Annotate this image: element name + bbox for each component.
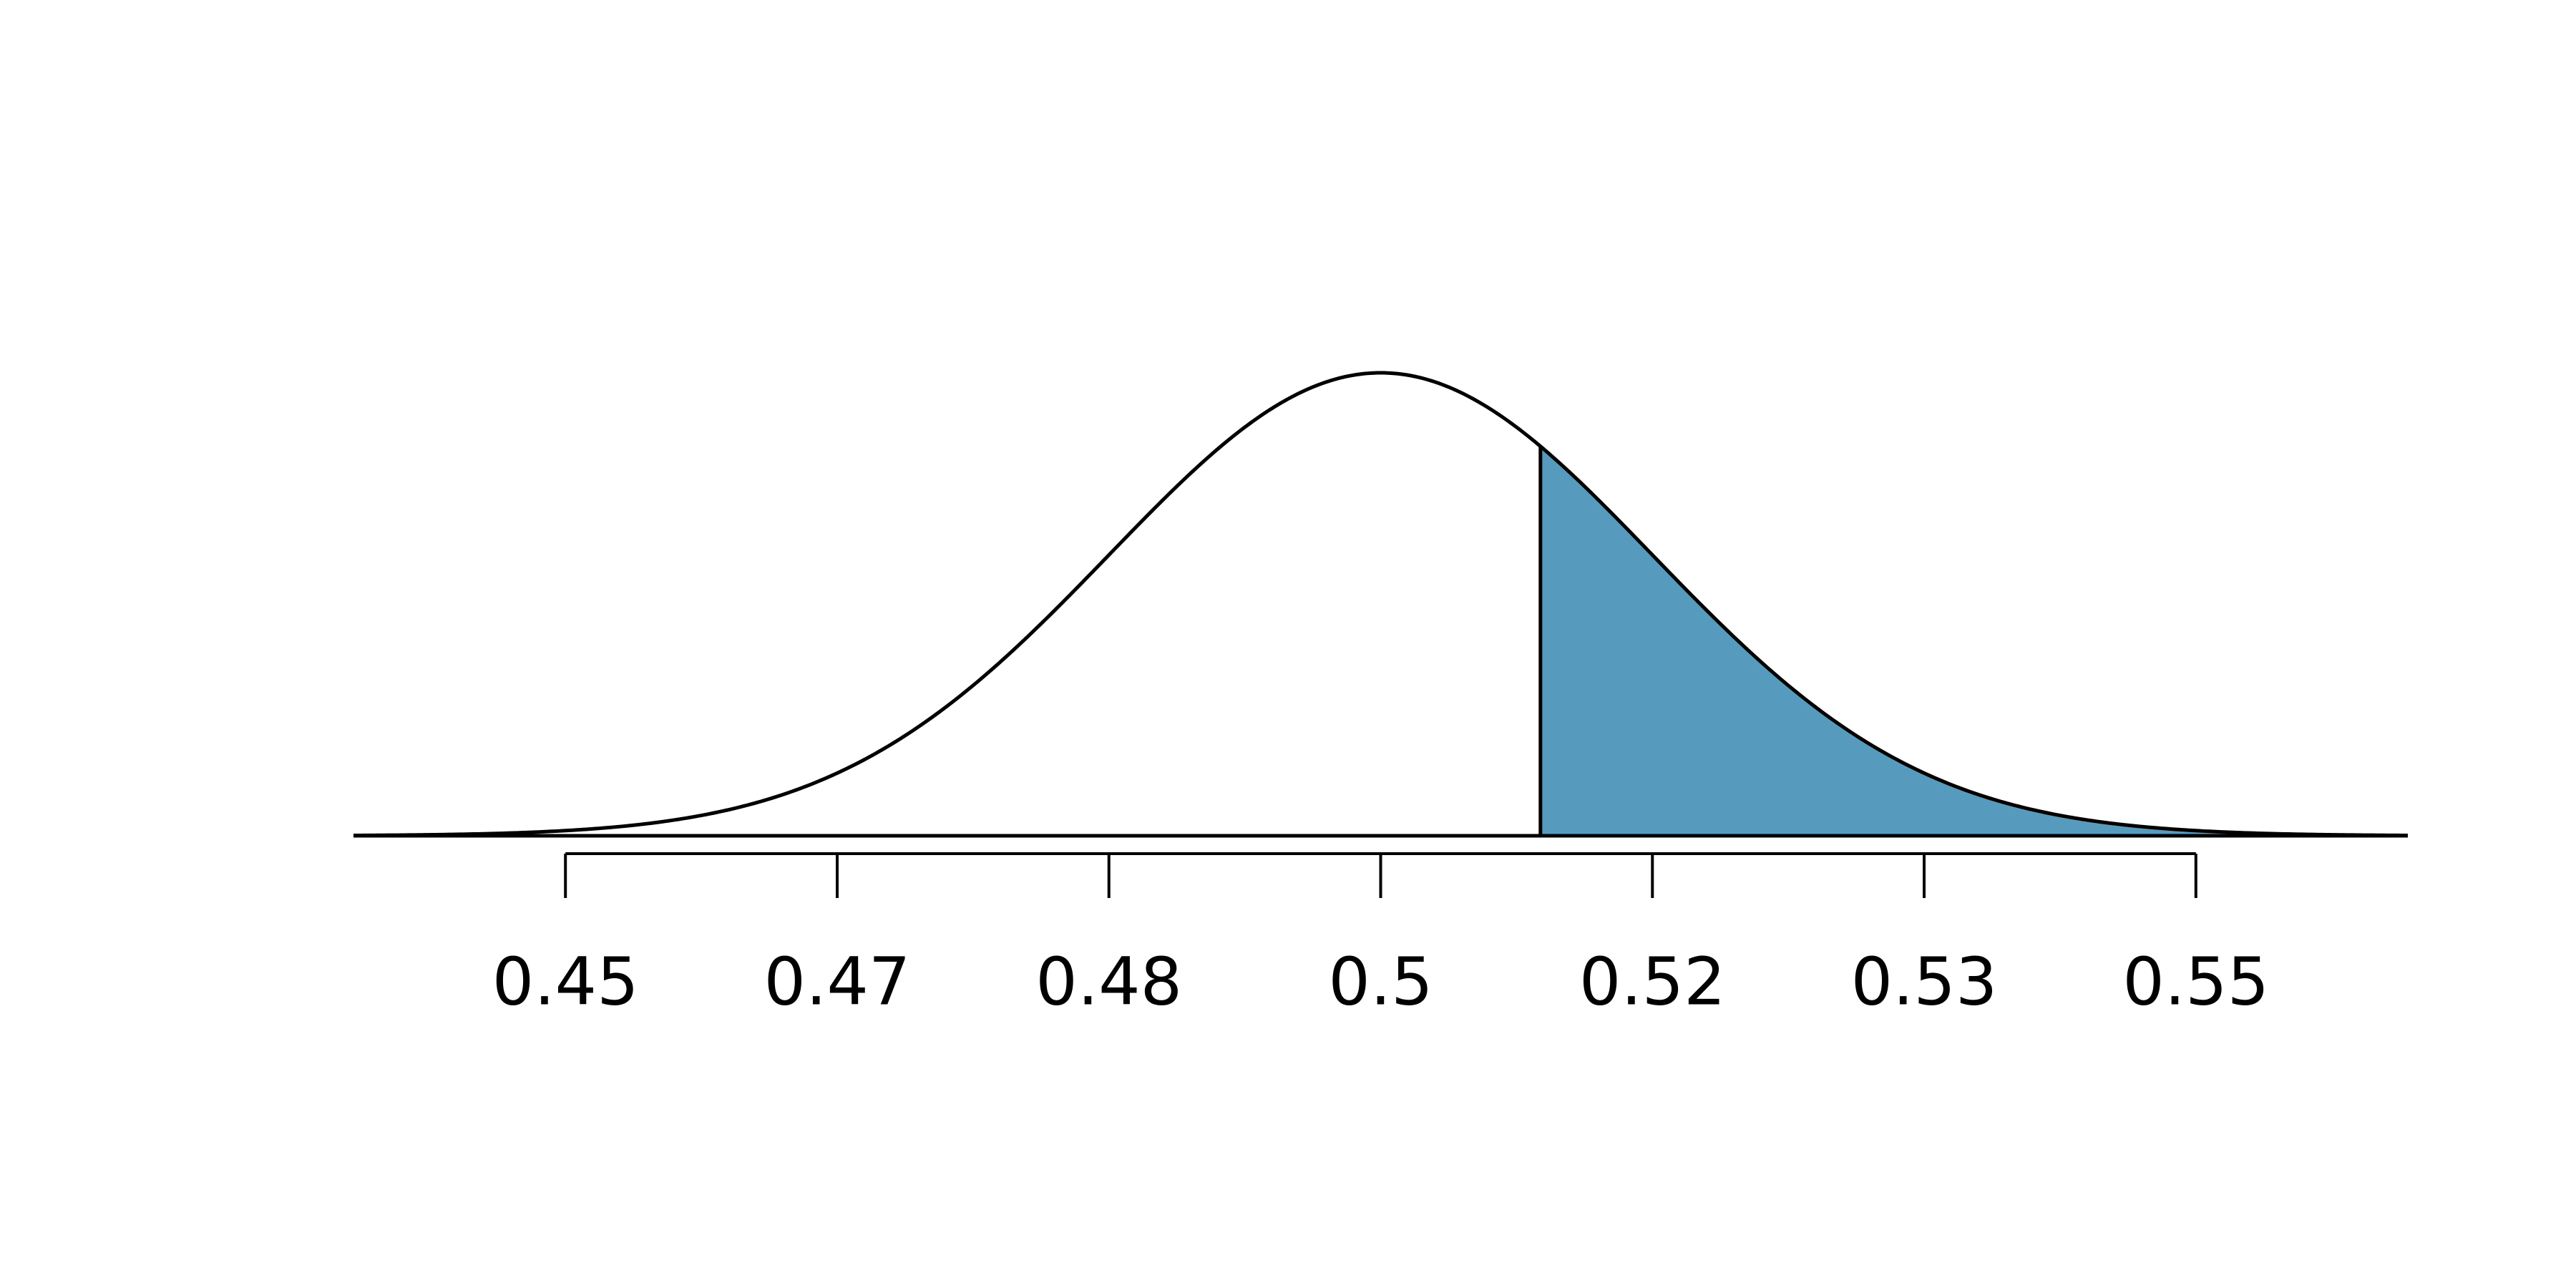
x-tick-label: 0.47 (764, 943, 911, 1020)
x-tick-label: 0.52 (1579, 943, 1726, 1020)
shaded-area (1540, 446, 2408, 836)
x-tick-label: 0.48 (1035, 943, 1182, 1020)
x-tick-label: 0.5 (1328, 943, 1433, 1020)
x-tick-label: 0.45 (492, 943, 639, 1020)
x-tick-label: 0.55 (2122, 943, 2269, 1020)
x-tick-label: 0.53 (1851, 943, 1998, 1020)
density-curve (353, 371, 2409, 837)
